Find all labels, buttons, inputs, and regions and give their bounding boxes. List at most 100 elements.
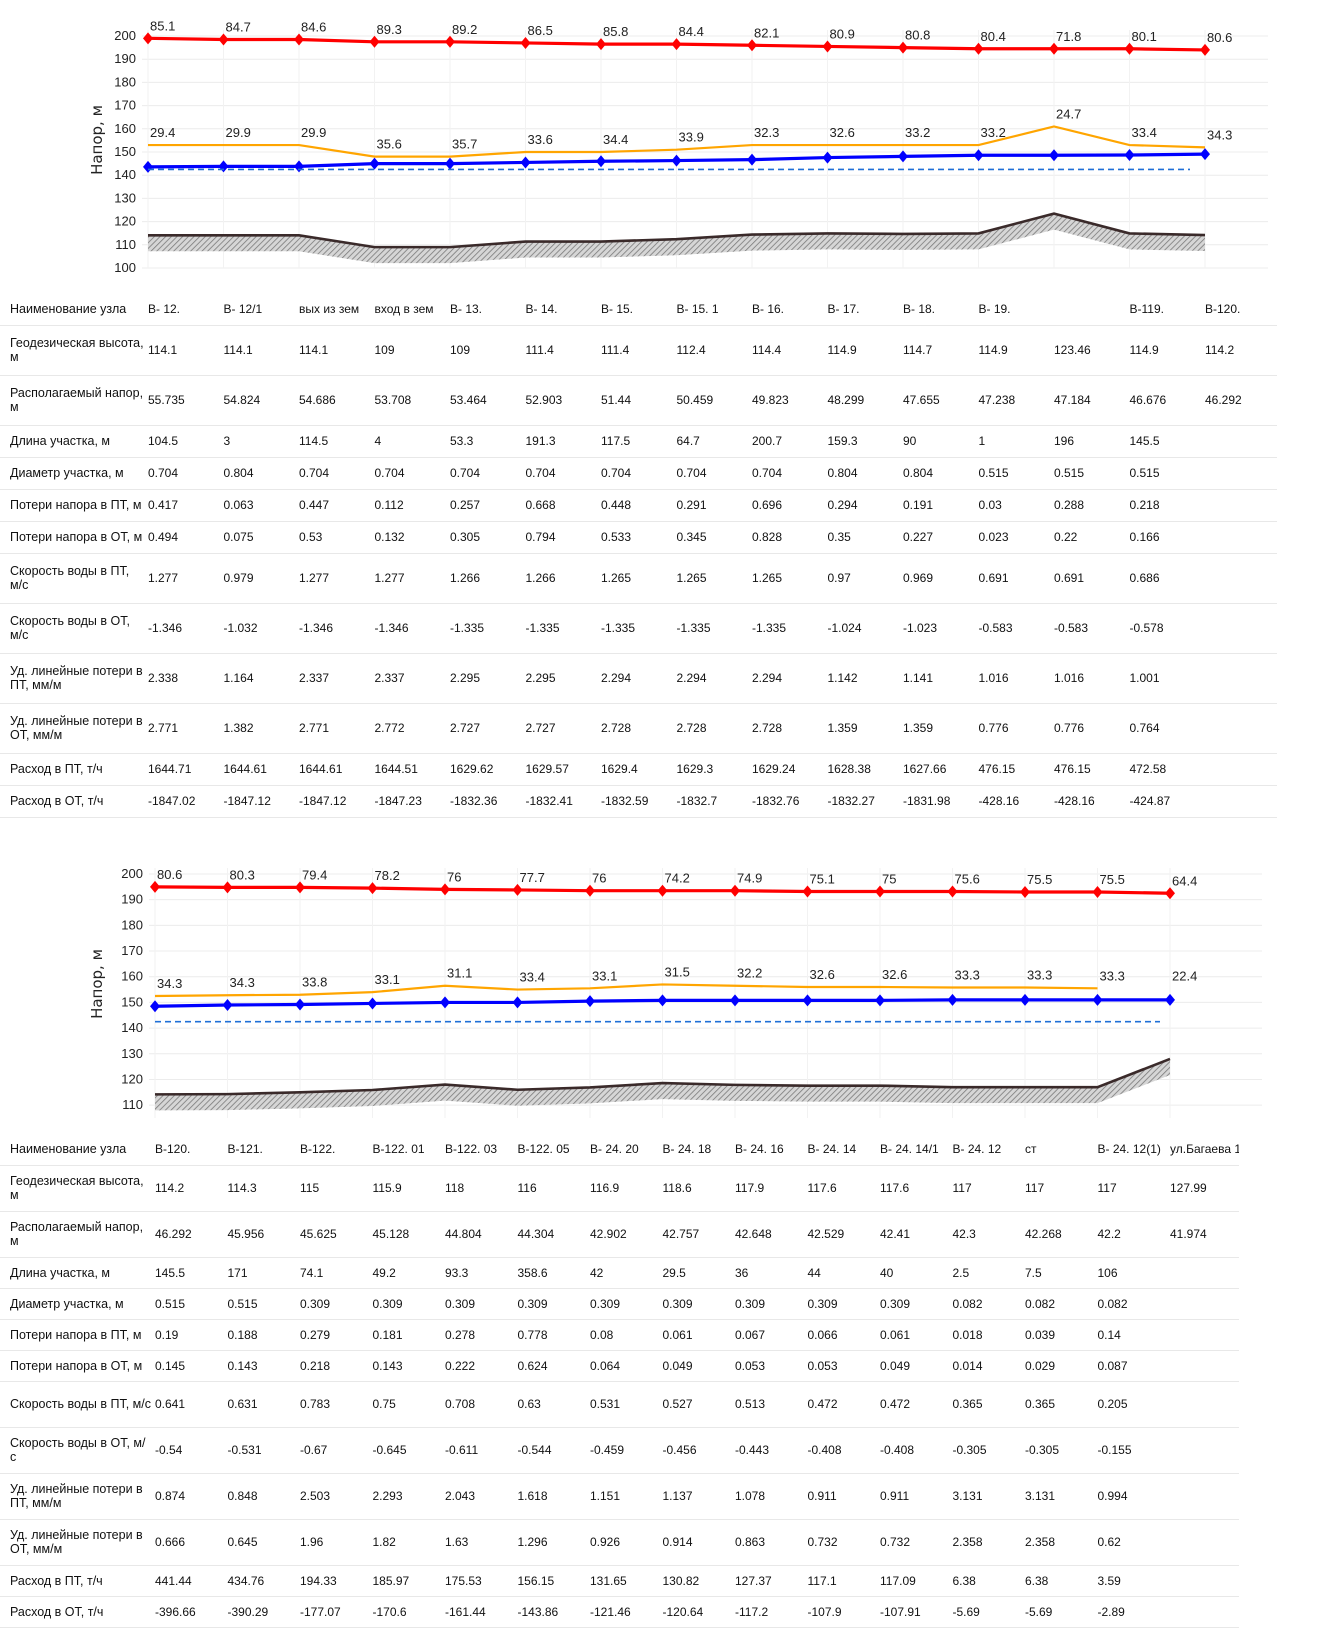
table-cell: 6.38 [1021, 1565, 1094, 1597]
table-cell: 0.645 [223, 1519, 296, 1566]
table-cell: 52.903 [521, 375, 597, 426]
table-cell: 7.5 [1021, 1257, 1094, 1289]
y-tick-label: 200 [114, 28, 136, 43]
table-cell [1201, 553, 1277, 604]
series-marker [445, 35, 455, 48]
table-cell: 0.979 [219, 553, 295, 604]
row-header: Расход в ОТ, т/ч [0, 785, 144, 818]
row-header: Наименование узла [0, 1134, 151, 1166]
table-cell: В- 24. 16 [731, 1134, 804, 1166]
table-cell: 55.735 [144, 375, 220, 426]
series-marker [143, 160, 153, 173]
data-label: 80.6 [157, 867, 182, 882]
table-cell: 0.049 [658, 1350, 731, 1382]
data-label: 74.9 [737, 871, 762, 886]
y-tick-label: 150 [121, 994, 143, 1009]
data-label: 33.1 [592, 968, 617, 983]
table-cell: 2.772 [370, 703, 446, 754]
table-cell: 130.82 [658, 1565, 731, 1597]
table-cell: В- 18. [899, 293, 975, 326]
table-cell: 0.732 [803, 1519, 876, 1566]
table-cell: 1.265 [748, 553, 824, 604]
table-cell: 47.184 [1050, 375, 1126, 426]
table-row: Наименование узла В- 12. В- 12/1 вых из зем… [0, 293, 1277, 326]
table-cell: 1629.3 [672, 753, 748, 786]
table-cell: 441.44 [151, 1565, 224, 1597]
series-marker [671, 154, 682, 167]
data-label: 33.2 [981, 125, 1006, 140]
table-cell: -0.67 [296, 1427, 369, 1474]
table-cell: 0.828 [748, 521, 824, 554]
table-cell: 0.191 [899, 489, 975, 522]
data-label: 89.2 [452, 22, 477, 37]
table-cell: 1629.62 [446, 753, 522, 786]
table-cell: В-122. 03 [441, 1134, 514, 1166]
table-cell: 0.061 [658, 1319, 731, 1351]
data-label: 80.4 [981, 29, 1006, 44]
table-cell: 0.018 [948, 1319, 1021, 1351]
series-marker [218, 160, 229, 173]
table-cell: 1.016 [1050, 653, 1126, 704]
data-label: 76 [447, 869, 461, 884]
table-cell: 118.6 [658, 1165, 731, 1212]
table-row: Скорость воды в ОТ, м/с -0.54 -0.531 -0.67-… [0, 1427, 1239, 1474]
table-cell: 114.1 [144, 325, 220, 376]
data-label: 33.9 [679, 130, 704, 145]
table-cell: 48.299 [823, 375, 899, 426]
table-cell: 45.625 [296, 1211, 369, 1258]
series-marker [822, 40, 833, 53]
series-marker [802, 885, 813, 898]
y-tick-label: 180 [114, 74, 136, 89]
head-profile-chart-2: 110 120 130 140 150 160 170 180 190 200 Напор, м 80… [88, 866, 1262, 1118]
series-marker [520, 156, 531, 169]
table-cell: 1.266 [521, 553, 597, 604]
table-cell: -1847.02 [144, 785, 220, 818]
data-label: 33.8 [302, 975, 327, 990]
data-label: 75 [882, 871, 896, 886]
table-cell: 1644.61 [219, 753, 295, 786]
data-label: 64.4 [1172, 873, 1197, 888]
table-cell: 0.039 [1021, 1319, 1094, 1351]
table-cell: 90 [899, 425, 975, 458]
table-cell: -121.46 [586, 1596, 659, 1628]
table-cell: 0.309 [658, 1288, 731, 1320]
table-cell [1166, 1257, 1239, 1289]
y-tick-label: 150 [114, 144, 136, 159]
table-cell: 3 [219, 425, 295, 458]
table-cell: 29.5 [658, 1257, 731, 1289]
y-tick-label: 190 [121, 892, 143, 907]
ground-hatch [148, 213, 1205, 264]
table-cell: 1 [974, 425, 1050, 458]
table-cell: 42.529 [803, 1211, 876, 1258]
table-cell: -0.305 [1021, 1427, 1094, 1474]
series-marker [730, 994, 740, 1007]
series-marker [947, 993, 958, 1006]
table-cell [1166, 1473, 1239, 1520]
series-marker [1092, 885, 1103, 898]
series-marker [1020, 993, 1030, 1006]
table-cell: 0.926 [586, 1519, 659, 1566]
table-cell: -0.443 [731, 1427, 804, 1474]
data-label: 32.6 [882, 967, 907, 982]
table-row: Потери напора в ОТ, м 0.494 0.075 0.53 0.132… [0, 521, 1277, 554]
table-cell: -0.54 [151, 1427, 224, 1474]
table-row: Потери напора в ОТ, м 0.145 0.143 0.218 0.14… [0, 1350, 1239, 1382]
table-cell: В- 24. 12(1) [1093, 1134, 1166, 1166]
table-cell: В- 24. 14 [803, 1134, 876, 1166]
table-cell: 0.218 [1125, 489, 1201, 522]
table-cell: 114.2 [151, 1165, 224, 1212]
series-marker [898, 41, 908, 54]
data-label: 89.3 [377, 22, 402, 37]
table-cell: 0.309 [876, 1288, 949, 1320]
data-label: 75.1 [810, 871, 835, 886]
table-cell [1201, 653, 1277, 704]
data-label: 32.3 [754, 125, 779, 140]
ground-line [148, 212, 1206, 249]
data-label: 32.2 [737, 966, 762, 981]
table-cell: 117.1 [803, 1565, 876, 1597]
table-cell: 46.292 [1201, 375, 1277, 426]
table-cell: 0.278 [441, 1319, 514, 1351]
table-cell: ст [1021, 1134, 1094, 1166]
table-cell: 112.4 [672, 325, 748, 376]
table-cell: -1.024 [823, 603, 899, 654]
